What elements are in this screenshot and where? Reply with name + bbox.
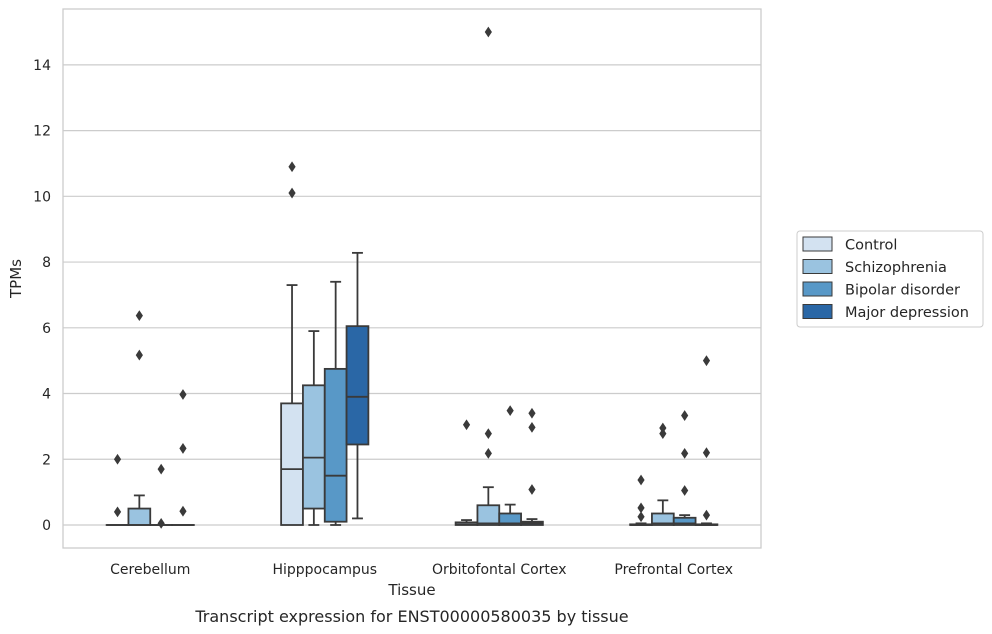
outlier-point: [528, 484, 536, 495]
box-group: [280, 161, 304, 526]
box: [280, 402, 304, 526]
box: [498, 512, 522, 526]
outlier-point: [157, 463, 165, 475]
outlier-point: [637, 502, 645, 514]
outlier-point: [113, 453, 122, 465]
legend-swatch: [802, 304, 833, 319]
legend-swatch: [802, 236, 833, 252]
outlier-point: [528, 421, 536, 433]
outlier-point: [462, 419, 471, 431]
box-group: [105, 453, 130, 526]
outlier-point: [702, 447, 711, 459]
box: [345, 325, 370, 446]
x-tick-label: Hipppocampus: [272, 562, 377, 578]
chart-caption: Transcript expression for ENST0000058003…: [194, 607, 628, 626]
grid-layer: [63, 64, 761, 526]
outlier-point: [179, 505, 187, 517]
outlier-point: [288, 187, 296, 199]
legend-label: Schizophrenia: [845, 260, 947, 276]
box-group: [149, 463, 173, 529]
outlier-point: [484, 447, 492, 459]
box-group: [302, 330, 326, 526]
x-tick-label: Cerebellum: [110, 562, 190, 578]
outlier-point: [681, 410, 689, 421]
legend-label: Bipolar disorder: [845, 283, 960, 299]
outlier-point: [157, 517, 165, 529]
box: [476, 504, 501, 526]
y-tick-label: 8: [42, 255, 51, 271]
x-axis-title: Tissue: [387, 581, 435, 599]
outlier-point: [484, 26, 492, 38]
x-tick-label: Prefrontal Cortex: [614, 562, 733, 578]
outlier-point: [288, 161, 296, 173]
outlier-point: [637, 474, 645, 486]
outlier-point: [681, 485, 689, 496]
box-group: [476, 26, 501, 526]
outlier-point: [528, 407, 536, 419]
marks-layer: [105, 26, 719, 529]
box-group: [127, 310, 152, 526]
y-tick-label: 6: [42, 321, 51, 337]
outlier-point: [506, 405, 514, 417]
outlier-point: [637, 511, 645, 523]
box-group: [498, 405, 522, 526]
box-group: [323, 280, 348, 526]
outlier-point: [179, 389, 187, 400]
x-tick-labels: Cerebellum Hipppocampus Orbitofontal Corte…: [110, 562, 733, 578]
box: [127, 507, 152, 526]
y-tick-label: 4: [42, 387, 51, 403]
box-group: [454, 419, 479, 526]
box-group: [171, 389, 195, 526]
outlier-point: [681, 447, 689, 459]
y-tick-label: 2: [42, 452, 51, 468]
y-tick-label: 12: [33, 124, 51, 140]
box-group: [694, 355, 719, 526]
legend-label: Major depression: [845, 305, 969, 321]
outlier-point: [702, 355, 711, 367]
legend-label: Control: [845, 238, 897, 254]
y-tick-label: 0: [42, 518, 51, 534]
box: [672, 516, 697, 526]
box-group: [345, 251, 370, 520]
outlier-point: [702, 509, 711, 521]
y-tick-label: 14: [33, 58, 51, 74]
legend-swatch: [802, 259, 833, 274]
x-tick-label: Orbitofontal Cortex: [432, 562, 567, 578]
outlier-point: [659, 428, 667, 440]
box-group: [629, 474, 653, 526]
legend: Control Schizophrenia Bipolar disorder Majo…: [796, 230, 984, 328]
box: [323, 367, 348, 523]
legend-swatch: [802, 281, 833, 297]
box-group: [672, 410, 697, 526]
outlier-point: [135, 310, 143, 322]
legend-frame: [796, 230, 984, 328]
y-axis-title: TPMs: [7, 259, 25, 299]
y-tick-label: 10: [33, 189, 51, 205]
y-tick-labels: 0 2 4 6 8 10 12 14: [33, 58, 51, 534]
box-group: [520, 407, 544, 526]
plot-frame: [62, 8, 762, 549]
box: [302, 384, 326, 510]
legend-items: Control Schizophrenia Bipolar disorder Majo…: [802, 236, 969, 321]
box-group: [651, 422, 675, 526]
outlier-point: [113, 506, 122, 518]
outlier-point: [135, 349, 143, 361]
outlier-point: [179, 443, 187, 454]
outlier-point: [659, 422, 667, 434]
outlier-point: [484, 428, 492, 440]
